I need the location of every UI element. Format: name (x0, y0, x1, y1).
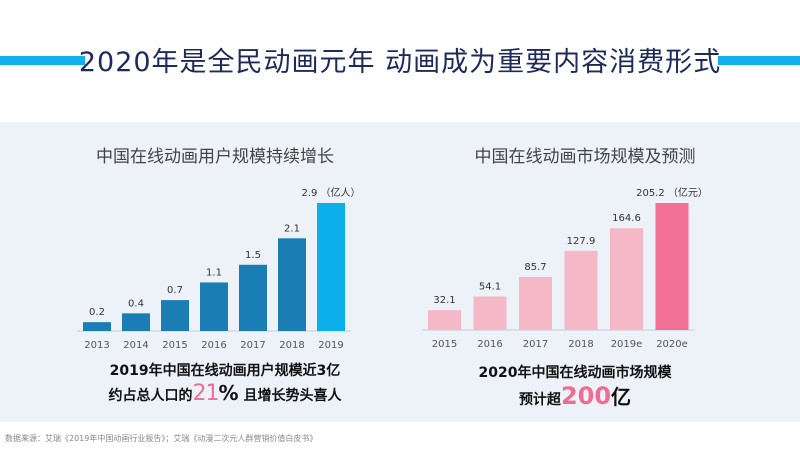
bar-2015 (161, 300, 189, 331)
x-tick-label: 2019e (611, 339, 643, 350)
bar-2016 (200, 282, 228, 331)
x-tick-label: 2016 (201, 340, 226, 351)
highlight-number: 200 (560, 382, 612, 410)
data-label: 0.7 (167, 285, 183, 296)
right-caption-line2: 预计超200亿 (375, 381, 775, 410)
data-label: 164.6 (612, 213, 641, 224)
data-label: 54.1 (479, 282, 501, 293)
data-label: 32.1 (433, 295, 455, 306)
bar-2016 (473, 296, 507, 330)
bar-2017 (239, 264, 267, 331)
x-tick-label: 2018 (568, 339, 593, 350)
x-tick-label: 2015 (432, 339, 457, 350)
data-label: 1.1 (206, 267, 222, 278)
highlight-number: 21 (192, 381, 220, 406)
x-tick-label: 2019 (318, 340, 343, 351)
left-caption-line2: 约占总人口的21% 且增长势头喜人 (25, 381, 425, 406)
unit-text: 亿 (611, 385, 632, 409)
chart-title-market: 中国在线动画市场规模及预测 (474, 147, 696, 167)
source-note: 数据来源：艾瑞《2019年中国动画行业报告》；艾瑞《动漫二次元人群营销价值白皮书… (5, 434, 318, 443)
percent-sign: % (218, 381, 239, 405)
x-tick-label: 2020e (656, 339, 688, 350)
x-tick-label: 2017 (240, 340, 265, 351)
title-accent-left (0, 56, 85, 65)
data-label: 1.5 (245, 250, 261, 261)
data-label: 127.9 (567, 236, 596, 247)
x-tick-label: 2016 (477, 339, 502, 350)
data-label: 2.9 （亿人） (301, 186, 360, 199)
left-caption-line1: 2019年中国在线动画用户规模近3亿 (109, 363, 341, 379)
bar-2013 (83, 322, 111, 331)
bar-2018 (278, 238, 306, 331)
data-label: 85.7 (524, 262, 546, 273)
x-tick-label: 2018 (279, 340, 304, 351)
chart-title-users: 中国在线动画用户规模持续增长 (96, 147, 334, 167)
bar-2018 (564, 250, 598, 330)
x-tick-label: 2014 (123, 340, 148, 351)
x-tick-label: 2015 (162, 340, 187, 351)
bar-2017 (519, 276, 552, 330)
data-label: 2.1 (284, 223, 300, 234)
caption-text: 预计超 (518, 392, 561, 408)
data-label: 205.2 （亿元） (636, 186, 708, 199)
page-title: 2020年是全民动画元年 动画成为重要内容消费形式 (78, 47, 722, 78)
data-label: 0.2 (89, 307, 105, 318)
right-caption-line1: 2020年中国在线动画市场规模 (478, 365, 672, 381)
bar-2019 (317, 203, 345, 331)
caption-text: 且增长势头喜人 (238, 388, 342, 404)
bar-2015 (428, 310, 461, 330)
data-label: 0.4 (128, 298, 144, 309)
caption-text: 约占总人口的 (108, 388, 193, 404)
x-tick-label: 2013 (84, 340, 109, 351)
x-tick-label: 2017 (523, 339, 548, 350)
title-accent-right (718, 56, 800, 65)
bar-2019e (610, 228, 643, 330)
bar-2014 (122, 313, 150, 331)
bar-2020e (655, 203, 689, 330)
